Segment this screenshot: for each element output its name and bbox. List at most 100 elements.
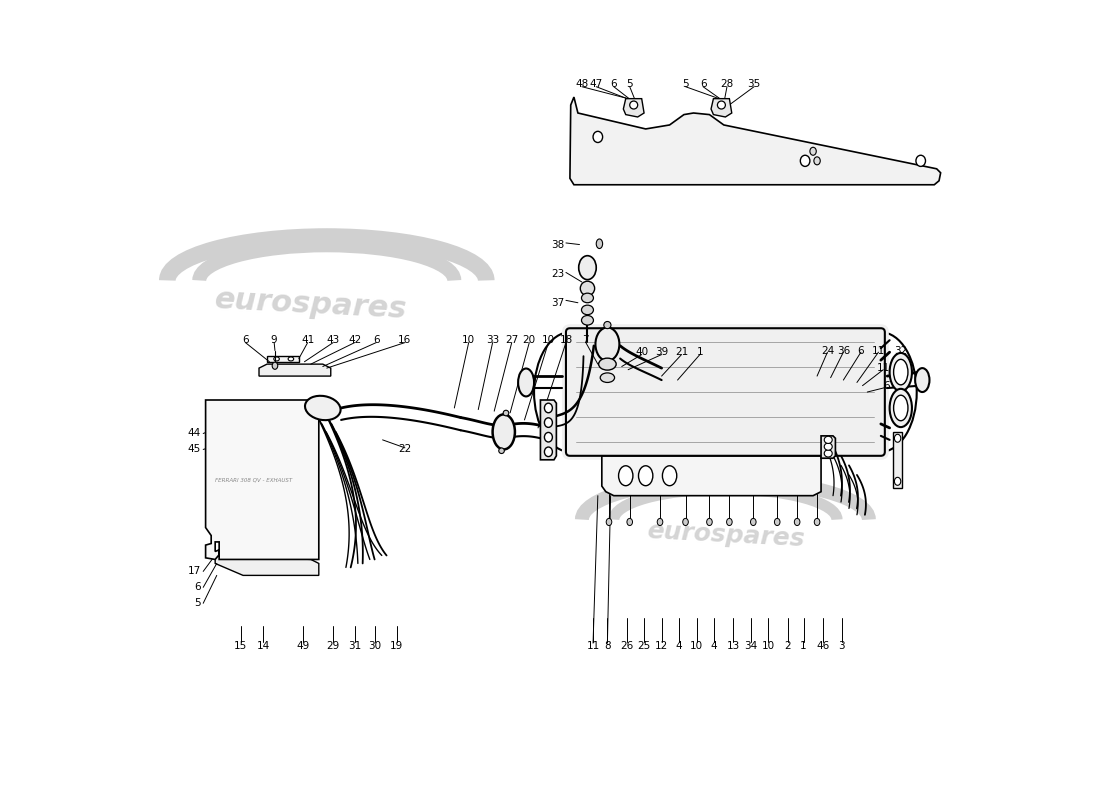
Text: 40: 40 (635, 347, 648, 357)
Text: 34: 34 (745, 641, 758, 650)
Ellipse shape (593, 131, 603, 142)
Text: 6: 6 (373, 335, 380, 346)
Text: 5: 5 (626, 79, 632, 90)
Ellipse shape (638, 466, 652, 486)
Text: 36: 36 (837, 346, 850, 355)
Ellipse shape (894, 478, 901, 486)
Text: 27: 27 (505, 335, 518, 346)
Ellipse shape (493, 414, 515, 450)
Text: 37: 37 (551, 298, 564, 308)
Text: 7: 7 (583, 335, 590, 346)
Polygon shape (602, 456, 821, 496)
Polygon shape (570, 97, 940, 185)
Text: 9: 9 (271, 335, 277, 346)
Text: 48: 48 (575, 79, 589, 90)
Ellipse shape (598, 358, 616, 370)
Text: 47: 47 (590, 79, 603, 90)
Ellipse shape (890, 353, 912, 391)
Ellipse shape (544, 403, 552, 413)
Text: 6: 6 (858, 346, 865, 355)
Ellipse shape (750, 518, 756, 526)
Text: 26: 26 (620, 641, 634, 650)
Ellipse shape (683, 518, 689, 526)
Text: 30: 30 (368, 641, 382, 650)
Polygon shape (821, 436, 835, 458)
Text: 23: 23 (551, 269, 564, 279)
Ellipse shape (824, 450, 833, 457)
Ellipse shape (662, 466, 676, 486)
Ellipse shape (893, 359, 907, 385)
Text: 43: 43 (327, 335, 340, 346)
Ellipse shape (916, 155, 925, 166)
Text: 13: 13 (727, 641, 740, 650)
Ellipse shape (581, 282, 595, 295)
Ellipse shape (595, 327, 619, 361)
Ellipse shape (801, 155, 810, 166)
Ellipse shape (582, 305, 593, 314)
Ellipse shape (582, 293, 593, 302)
Ellipse shape (706, 518, 712, 526)
Text: 10: 10 (762, 641, 776, 650)
FancyBboxPatch shape (562, 324, 889, 460)
Text: 10: 10 (690, 641, 703, 650)
Text: 46: 46 (816, 641, 829, 650)
Ellipse shape (498, 448, 504, 454)
Ellipse shape (604, 360, 611, 367)
Text: 38: 38 (551, 240, 564, 250)
Ellipse shape (544, 447, 552, 457)
Ellipse shape (604, 322, 611, 329)
Text: 35: 35 (748, 79, 761, 90)
Text: FERRARI 308 QV - EXHAUST: FERRARI 308 QV - EXHAUST (214, 478, 293, 482)
Polygon shape (711, 98, 732, 117)
Text: 14: 14 (256, 641, 270, 650)
Ellipse shape (582, 315, 593, 325)
Text: 1: 1 (696, 347, 703, 357)
Text: 49: 49 (296, 641, 309, 650)
Polygon shape (216, 555, 319, 575)
Ellipse shape (606, 518, 612, 526)
Text: 6: 6 (610, 79, 617, 90)
Ellipse shape (288, 357, 294, 361)
Polygon shape (267, 356, 299, 362)
Text: 6: 6 (242, 335, 249, 346)
Text: 22: 22 (398, 445, 411, 454)
Text: 28: 28 (720, 79, 734, 90)
Text: 6: 6 (195, 582, 201, 592)
Ellipse shape (305, 396, 341, 420)
Text: 20: 20 (522, 335, 536, 346)
Text: 12: 12 (654, 641, 668, 650)
Text: 2: 2 (784, 641, 791, 650)
Ellipse shape (824, 436, 833, 443)
Text: 32: 32 (894, 346, 908, 355)
Text: 8: 8 (604, 641, 611, 650)
Text: 4: 4 (711, 641, 717, 650)
Text: 41: 41 (301, 335, 315, 346)
Text: 18: 18 (559, 335, 573, 346)
Text: 17: 17 (188, 566, 201, 577)
Text: 11: 11 (872, 346, 886, 355)
Text: 10: 10 (462, 335, 475, 346)
Text: 15: 15 (234, 641, 248, 650)
Ellipse shape (727, 518, 733, 526)
Text: 11: 11 (877, 363, 890, 373)
Polygon shape (258, 364, 331, 376)
Ellipse shape (794, 518, 800, 526)
Ellipse shape (810, 147, 816, 155)
Ellipse shape (717, 101, 725, 109)
Text: 5: 5 (195, 598, 201, 608)
Ellipse shape (503, 410, 509, 416)
Polygon shape (206, 400, 319, 559)
Ellipse shape (518, 369, 535, 397)
Ellipse shape (890, 389, 912, 427)
Ellipse shape (544, 418, 552, 427)
Ellipse shape (596, 239, 603, 249)
Text: 16: 16 (398, 335, 411, 346)
Text: 4: 4 (675, 641, 682, 650)
Text: 3: 3 (838, 641, 845, 650)
Text: 45: 45 (188, 445, 201, 454)
Ellipse shape (544, 433, 552, 442)
Text: 24: 24 (821, 346, 834, 355)
Text: 19: 19 (390, 641, 404, 650)
Polygon shape (624, 98, 645, 117)
Text: eurospares: eurospares (646, 519, 805, 552)
